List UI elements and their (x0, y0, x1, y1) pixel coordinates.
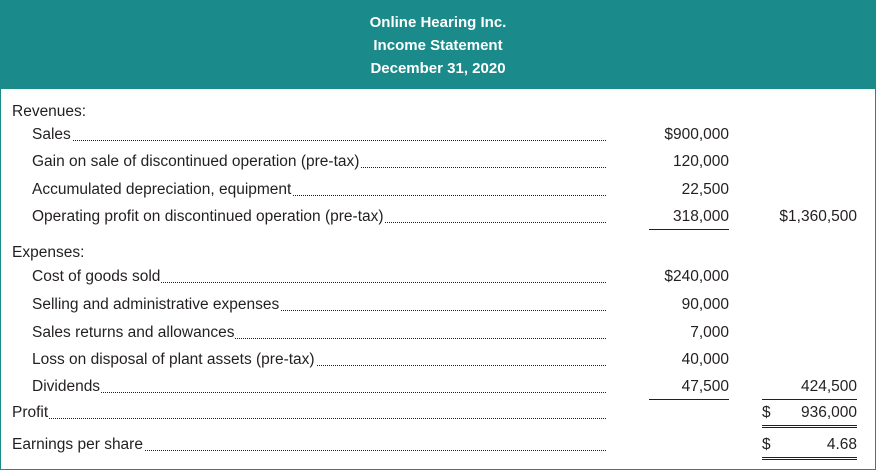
statement-header: Online Hearing Inc. Income Statement Dec… (1, 1, 875, 89)
line-item-gain-on-sale: Gain on sale of discontinued operation (… (1, 150, 875, 174)
eps-amount: $ 4.68 (762, 433, 857, 460)
line-item-amount: 7,000 (690, 324, 729, 341)
line-item-label: Sales (32, 126, 72, 143)
line-item-label: Accumulated depreciation, equipment (32, 181, 293, 198)
eps-label: Earnings per share (12, 436, 144, 453)
profit-label: Profit (12, 404, 50, 421)
line-item-cost-of-goods-sold: Cost of goods sold $240,000 (1, 265, 875, 289)
line-item-amount: 120,000 (672, 153, 729, 170)
line-item-amount: 22,500 (681, 181, 729, 198)
profit-value: 936,000 (800, 404, 857, 421)
line-item-selling-admin: Selling and administrative expenses 90,0… (1, 293, 875, 317)
line-item-label: Cost of goods sold (32, 268, 162, 285)
line-item-label: Dividends (32, 378, 102, 395)
line-item-sales-returns: Sales returns and allowances 7,000 (1, 321, 875, 345)
line-item-amount: 318,000 (649, 205, 729, 230)
profit-currency: $ (762, 404, 771, 421)
line-item-amount: 40,000 (681, 351, 729, 368)
expenses-total: 424,500 (762, 375, 857, 400)
eps-row: Earnings per share $ 4.68 (1, 433, 875, 460)
revenues-heading: Revenues: (12, 103, 87, 120)
line-item-amount: 90,000 (681, 296, 729, 313)
revenues-total: $1,360,500 (779, 208, 857, 225)
statement-title: Income Statement (373, 37, 503, 54)
line-item-label: Gain on sale of discontinued operation (… (32, 153, 361, 170)
line-item-label: Operating profit on discontinued operati… (32, 208, 385, 225)
eps-value: 4.68 (826, 436, 857, 453)
line-item-amount: 47,500 (649, 375, 729, 400)
company-name: Online Hearing Inc. (369, 14, 507, 31)
line-item-dividends: Dividends 47,500 424,500 (1, 375, 875, 400)
profit-amount: $ 936,000 (762, 401, 857, 428)
line-item-label: Selling and administrative expenses (32, 296, 281, 313)
expenses-heading: Expenses: (12, 244, 85, 261)
line-item-amount: $240,000 (664, 268, 729, 285)
line-item-label: Sales returns and allowances (32, 324, 236, 341)
line-item-operating-profit-discontinued: Operating profit on discontinued operati… (1, 205, 875, 230)
line-item-accumulated-depreciation: Accumulated depreciation, equipment 22,5… (1, 178, 875, 202)
line-item-label: Loss on disposal of plant assets (pre-ta… (32, 351, 316, 368)
statement-date: December 31, 2020 (370, 60, 506, 77)
line-item-loss-on-disposal: Loss on disposal of plant assets (pre-ta… (1, 348, 875, 372)
line-item-sales: Sales $900,000 (1, 123, 875, 147)
eps-currency: $ (762, 436, 771, 453)
line-item-amount: $900,000 (664, 126, 729, 143)
profit-row: Profit $ 936,000 (1, 401, 875, 428)
